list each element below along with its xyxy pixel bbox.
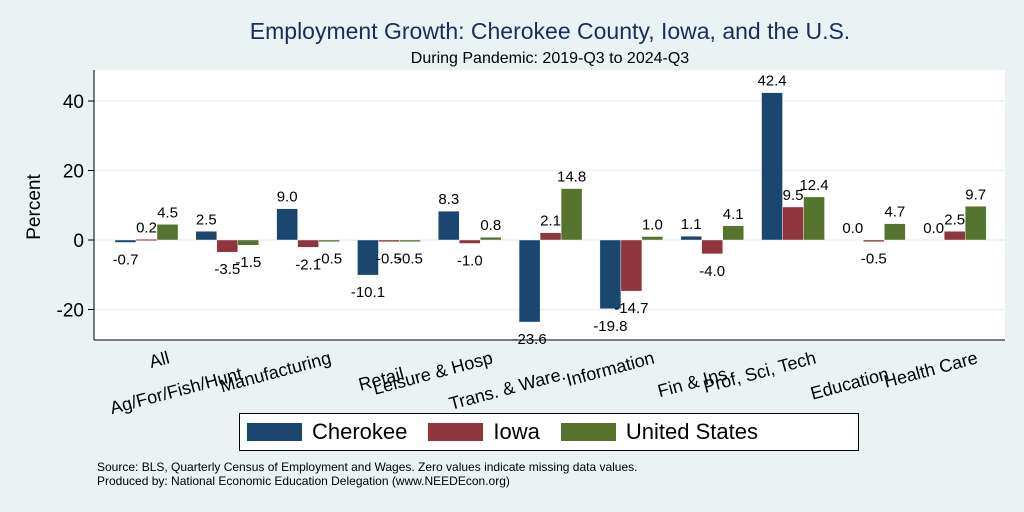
data-label: 1.1 <box>681 216 702 233</box>
data-label: -10.1 <box>351 284 385 301</box>
y-tick-label: 40 <box>63 92 84 113</box>
data-label: -2.1 <box>295 256 321 273</box>
data-label: -1.5 <box>235 254 261 271</box>
bar-united-states <box>156 224 179 241</box>
bar-iowa <box>378 239 400 242</box>
bar-iowa <box>135 239 158 242</box>
bar-iowa <box>297 239 319 248</box>
data-label: 2.5 <box>196 211 217 228</box>
x-tick-label: Health Care <box>882 348 980 392</box>
legend-label-cherokee: Cherokee <box>312 419 408 444</box>
bar-iowa <box>539 232 562 241</box>
bar-iowa <box>782 206 804 241</box>
bar-cherokee <box>195 231 218 241</box>
data-label: -19.8 <box>593 318 627 335</box>
bar-iowa <box>620 239 643 292</box>
data-label: 2.5 <box>944 211 965 228</box>
bar-united-states <box>803 196 825 241</box>
bar-united-states <box>641 236 664 241</box>
data-label: -0.5 <box>316 251 342 268</box>
plot-area <box>94 70 1005 340</box>
data-label: -0.7 <box>113 251 139 268</box>
data-label: 42.4 <box>757 73 786 90</box>
data-label: -0.5 <box>861 251 887 268</box>
data-label: 4.1 <box>723 206 744 223</box>
y-axis-label: Percent <box>24 174 45 240</box>
bar-united-states <box>237 239 260 246</box>
legend-swatch-cherokee <box>247 423 302 441</box>
legend-item-cherokee: Cherokee <box>247 419 407 445</box>
legend-label-united-states: United States <box>625 419 758 444</box>
data-label: -0.5 <box>376 251 402 268</box>
x-tick-label: Education <box>808 364 891 404</box>
bar-cherokee <box>276 208 298 241</box>
bar-cherokee <box>518 239 541 323</box>
data-label: 4.5 <box>157 204 178 221</box>
data-label: 9.7 <box>965 186 986 203</box>
data-label: -1.0 <box>457 252 483 269</box>
data-label: 0.2 <box>136 219 157 236</box>
footer: Source: BLS, Quarterly Census of Employm… <box>97 460 637 488</box>
bar-cherokee <box>114 239 137 243</box>
data-label: 0.0 <box>842 220 863 237</box>
bar-united-states <box>964 206 987 241</box>
bar-united-states <box>884 223 906 241</box>
bar-cherokee <box>357 239 379 276</box>
data-label: 9.0 <box>277 189 298 206</box>
data-label: 2.1 <box>540 213 561 230</box>
x-tick-label: Information <box>564 348 656 391</box>
legend-swatch-united-states <box>560 423 616 441</box>
bar-iowa <box>459 239 481 244</box>
data-label: 1.0 <box>642 217 663 234</box>
data-label: 12.4 <box>799 177 828 194</box>
bar-united-states <box>399 239 421 242</box>
y-tick-label: 20 <box>63 162 84 183</box>
bar-united-states <box>480 237 502 241</box>
data-label: -3.5 <box>214 261 240 278</box>
data-label: 0.0 <box>923 220 944 237</box>
bar-iowa <box>701 239 723 255</box>
legend: Cherokee Iowa United States <box>239 413 859 451</box>
bar-cherokee <box>680 235 702 241</box>
bar-united-states <box>722 225 744 241</box>
legend-item-united-states: United States <box>560 419 758 445</box>
x-tick-label: Manufacturing <box>218 348 333 397</box>
legend-swatch-iowa <box>428 423 484 441</box>
legend-label-iowa: Iowa <box>493 419 540 444</box>
bar-cherokee <box>761 92 783 241</box>
bar-cherokee <box>438 210 460 241</box>
legend-item-iowa: Iowa <box>428 419 540 445</box>
data-label: -14.7 <box>614 300 648 317</box>
bar-iowa <box>863 239 885 242</box>
bar-united-states <box>318 239 340 242</box>
data-label: 8.3 <box>438 191 459 208</box>
chart-subtitle: During Pandemic: 2019-Q3 to 2024-Q3 <box>410 50 690 67</box>
bar-iowa <box>216 239 239 253</box>
data-label: 9.5 <box>783 187 804 204</box>
data-label: 4.7 <box>884 204 905 221</box>
data-label: 14.8 <box>557 169 586 186</box>
x-tick-label: Prof, Sci, Tech <box>701 348 818 397</box>
chart-title: Employment Growth: Cherokee County, Iowa… <box>249 18 851 44</box>
bar-iowa <box>943 231 966 241</box>
data-label: -4.0 <box>699 263 725 280</box>
bar-united-states <box>560 188 583 241</box>
y-tick-label: -20 <box>57 301 84 322</box>
data-label: -0.5 <box>397 251 423 268</box>
x-tick-label: All <box>147 348 172 372</box>
data-label: 0.8 <box>480 217 501 234</box>
source-note: Source: BLS, Quarterly Census of Employm… <box>97 460 638 474</box>
bar-cherokee <box>599 239 622 310</box>
y-tick-label: 0 <box>73 231 84 252</box>
produced-by-note: Produced by: National Economic Education… <box>97 474 510 488</box>
